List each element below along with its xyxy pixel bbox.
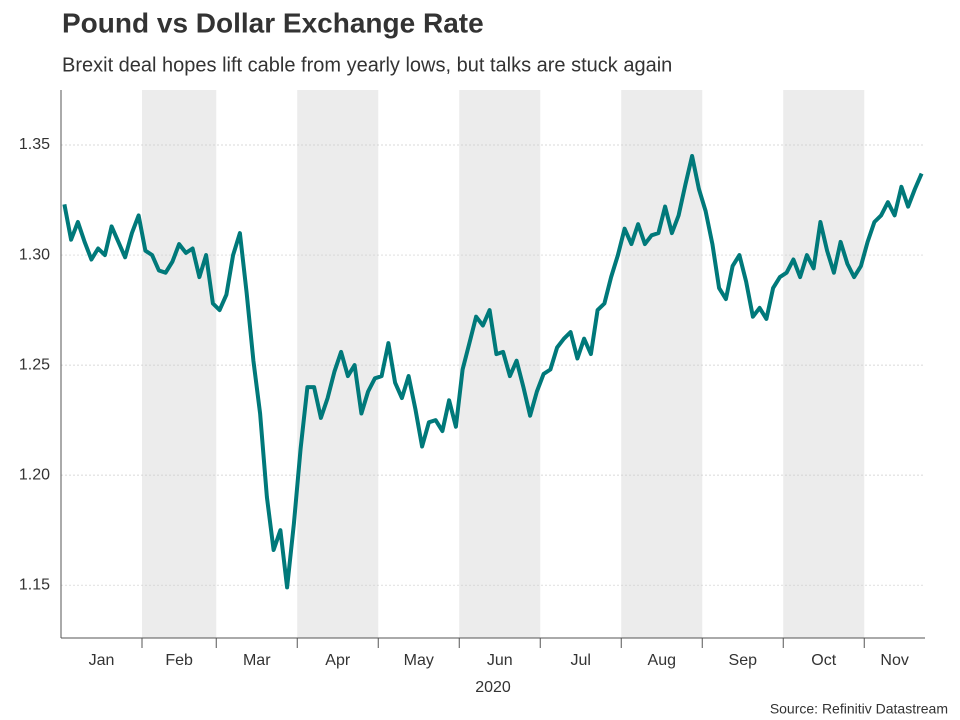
month-band: [783, 90, 865, 638]
x-tick-label: Sep: [729, 652, 758, 669]
y-tick-label: 1.20: [19, 466, 50, 483]
y-tick-label: 1.30: [19, 246, 50, 263]
x-tick-label: Apr: [325, 652, 351, 669]
x-tick-label: May: [404, 652, 434, 669]
y-tick-label: 1.35: [19, 136, 50, 153]
x-tick-label: Jan: [89, 652, 115, 669]
chart-subtitle: Brexit deal hopes lift cable from yearly…: [62, 54, 672, 76]
y-tick-label: 1.25: [19, 356, 50, 373]
x-tick-label: Jun: [487, 652, 513, 669]
x-tick-label: Nov: [880, 652, 908, 669]
x-tick-label: Aug: [648, 652, 676, 669]
x-tick-label: Oct: [811, 652, 836, 669]
month-band: [459, 90, 541, 638]
month-band: [142, 90, 217, 638]
x-tick-label: Jul: [571, 652, 591, 669]
month-band: [621, 90, 703, 638]
chart-title: Pound vs Dollar Exchange Rate: [62, 7, 484, 38]
rate-line: [62, 154, 924, 590]
x-axis-label: 2020: [475, 679, 511, 696]
x-tick-label: Feb: [165, 652, 193, 669]
bands: [142, 90, 865, 638]
y-tick-label: 1.15: [19, 576, 50, 593]
source: Source: Refinitiv Datastream: [770, 701, 948, 717]
x-tick-label: Mar: [243, 652, 271, 669]
